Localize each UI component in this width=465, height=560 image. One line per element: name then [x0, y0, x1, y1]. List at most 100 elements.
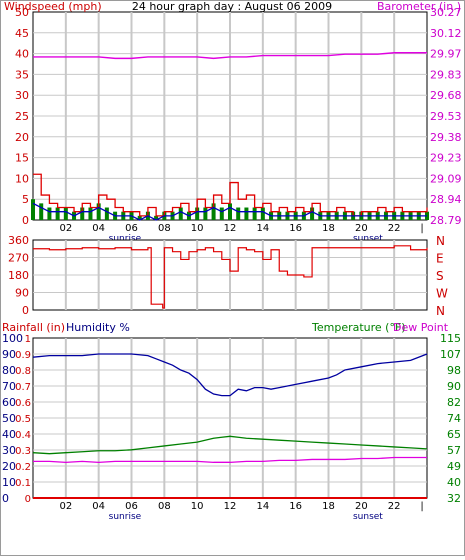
wind-avg-bar — [88, 207, 93, 220]
rht-x-tick-14: 14 — [256, 501, 269, 512]
wind-x-tick-10: 10 — [191, 223, 204, 234]
sunrise-label: sunrise — [109, 234, 142, 244]
sunrise-label: sunrise — [109, 512, 142, 522]
windspeed-axis-title: Windspeed (mph) — [4, 0, 102, 13]
baro-tick-28.79: 28.79 — [430, 214, 462, 227]
wind-avg-bar — [228, 203, 232, 220]
wind-avg-bar — [219, 207, 224, 220]
rht-x-tick-20: 20 — [355, 501, 368, 512]
humidity-tick-30: 30 — [2, 444, 16, 457]
rain-tick-8: 0.8 — [15, 366, 31, 377]
rht-x-tick-16: 16 — [289, 501, 302, 512]
compass-label-1: E — [436, 252, 444, 266]
wind-x-tick-06: 06 — [125, 223, 138, 234]
temp-tick-57: 57 — [447, 444, 461, 457]
wind-avg-bar — [39, 203, 44, 220]
humidity-line — [32, 353, 428, 397]
compass-label-2: S — [436, 269, 444, 283]
baro-tick-29.23: 29.23 — [430, 152, 462, 165]
humidity-tick-50: 50 — [2, 412, 16, 425]
baro-tick-29.68: 29.68 — [430, 89, 462, 102]
wind-x-tick-02: 02 — [59, 223, 72, 234]
rain-tick-6: 0.6 — [15, 398, 31, 409]
wind-tick-5: 5 — [22, 193, 29, 206]
temperature-axis-title: Temperature (°F) — [311, 321, 406, 334]
temp-tick-32: 32 — [447, 492, 461, 505]
direction-tick-360: 360 — [8, 234, 29, 247]
humidity-tick-90: 90 — [2, 348, 16, 361]
temp-tick-40: 40 — [447, 476, 461, 489]
wind-avg-bar — [31, 199, 35, 220]
baro-tick-29.97: 29.97 — [430, 48, 462, 61]
rainfall-axis-title: Rainfall (in) — [2, 321, 65, 334]
wind-avg-bar — [252, 207, 257, 220]
wind-avg-bar — [178, 207, 183, 220]
rain-tick-3: 0.3 — [15, 446, 31, 457]
baro-tick-28.94: 28.94 — [430, 193, 462, 206]
barometer-line — [33, 52, 427, 60]
wind-x-tick-22: 22 — [388, 223, 401, 234]
compass-label-3: W — [436, 287, 448, 301]
rht-x-tick-22: 22 — [388, 501, 401, 512]
compass-label-0: N — [436, 234, 445, 248]
rain-tick-0: 0 — [25, 494, 31, 505]
wind-x-tick-14: 14 — [256, 223, 269, 234]
wind-avg-bar — [236, 207, 241, 220]
sunset-label: sunset — [353, 234, 383, 244]
wind-avg-bar — [104, 207, 109, 220]
wind-x-tick-20: 20 — [355, 223, 368, 234]
temp-tick-98: 98 — [447, 364, 461, 377]
rain-tick-2: 0.2 — [15, 462, 31, 473]
wind-avg-bar — [195, 207, 200, 220]
rht-x-tick-10: 10 — [191, 501, 204, 512]
wind-avg-bar — [47, 207, 52, 220]
wind-tick-20: 20 — [15, 131, 29, 144]
wind-avg-bar — [211, 203, 216, 220]
wind-avg-bar — [260, 207, 265, 220]
dewpoint-line — [33, 456, 427, 463]
rht-x-tick-04: 04 — [92, 501, 105, 512]
temp-tick-107: 107 — [440, 348, 461, 361]
wind-x-tick-end: | — [420, 223, 423, 234]
dewpoint-axis-title: Dew Point — [393, 321, 449, 334]
rht-x-tick-06: 06 — [125, 501, 138, 512]
rht-x-tick-end: | — [420, 501, 423, 512]
wind-x-tick-08: 08 — [158, 223, 171, 234]
rht-x-tick-02: 02 — [59, 501, 72, 512]
direction-tick-270: 270 — [8, 252, 29, 265]
direction-line — [33, 245, 428, 309]
humidity-tick-40: 40 — [2, 428, 16, 441]
sunset-label: sunset — [353, 512, 383, 522]
baro-tick-29.53: 29.53 — [430, 110, 462, 123]
baro-tick-29.09: 29.09 — [430, 172, 462, 185]
wind-avg-bar — [154, 215, 159, 220]
baro-tick-29.38: 29.38 — [430, 131, 462, 144]
wind-tick-35: 35 — [15, 68, 29, 81]
wind-avg-bar — [96, 203, 101, 220]
wind-avg-bar — [63, 207, 68, 220]
wind-avg-line — [32, 202, 427, 221]
wind-avg-bar — [80, 207, 85, 220]
rht-x-tick-12: 12 — [224, 501, 237, 512]
wind-x-tick-18: 18 — [322, 223, 335, 234]
humidity-axis-title: Humidity % — [66, 321, 130, 334]
humidity-tick-80: 80 — [2, 364, 16, 377]
barometer-axis-title: Barometer (in.) — [377, 0, 461, 13]
wind-x-tick-04: 04 — [92, 223, 105, 234]
temp-tick-90: 90 — [447, 380, 461, 393]
wind-avg-bar — [55, 207, 60, 220]
rain-tick-5: 0.5 — [15, 414, 31, 425]
rht-x-tick-08: 08 — [158, 501, 171, 512]
temp-tick-65: 65 — [447, 428, 461, 441]
direction-tick-90: 90 — [15, 287, 29, 300]
temp-tick-82: 82 — [447, 396, 461, 409]
rain-tick-10: 1 — [25, 334, 31, 345]
wind-tick-15: 15 — [15, 152, 29, 165]
humidity-tick-10: 10 — [2, 476, 16, 489]
temp-tick-115: 115 — [440, 332, 461, 345]
humidity-tick-60: 60 — [2, 396, 16, 409]
baro-tick-30.27: 30.27 — [430, 6, 462, 19]
wind-x-tick-16: 16 — [289, 223, 302, 234]
